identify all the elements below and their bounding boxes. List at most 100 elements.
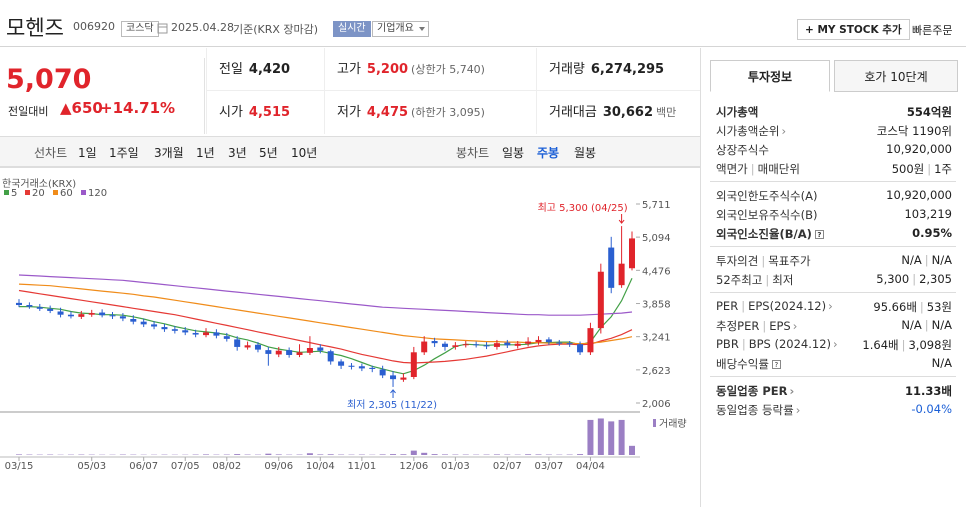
candle-body (421, 341, 428, 353)
invest-label: 외국인소진율(B/A)? (716, 226, 824, 242)
invest-value: 103,219 (904, 207, 952, 221)
separator: | (741, 299, 746, 313)
candle-body (234, 339, 241, 347)
candle-body (587, 328, 594, 353)
summary-cell: 저가 4,475 (하한가 3,095) (324, 91, 485, 134)
x-tick-label: 04/04 (576, 461, 605, 472)
candle-body (109, 315, 116, 317)
candle-body (99, 312, 106, 316)
separator: | (765, 273, 770, 287)
invest-value: 10,920,000 (886, 142, 952, 156)
realtime-button[interactable]: 실시간 (333, 21, 371, 37)
value-part: N/A (901, 253, 922, 267)
candle-body (410, 352, 417, 378)
summary-note: (하한가 3,095) (411, 106, 485, 119)
period-tab[interactable]: 3개월 (154, 146, 184, 160)
candle-body (26, 305, 33, 307)
value-part: 53원 (926, 300, 952, 314)
separator: | (912, 272, 917, 286)
legend-swatch (25, 190, 30, 195)
period-tab[interactable]: 3년 (228, 146, 247, 160)
mystock-button[interactable]: + MY STOCK 추가 (797, 19, 910, 40)
more-icon: › (789, 384, 795, 398)
candle-body (244, 345, 251, 348)
invest-label: 추정PER | EPS › (716, 318, 797, 334)
label-part: 동일업종 등락률 (716, 403, 794, 417)
summary-cell: 고가 5,200 (상한가 5,740) (324, 48, 485, 91)
legend-swatch (53, 190, 58, 195)
tab-candle[interactable]: 봉차트 (456, 146, 490, 160)
volume-bar (587, 419, 594, 455)
candle-body (473, 344, 480, 346)
value-part: 5,300 (876, 272, 910, 286)
candle-body (597, 271, 604, 329)
volume-bar (400, 454, 407, 455)
candle-body (327, 351, 334, 362)
summary-note: (상한가 5,740) (411, 63, 485, 76)
volume-bar (265, 453, 272, 455)
volume-bar (275, 454, 282, 455)
candle-body (338, 361, 345, 366)
candle-tab[interactable]: 주봉 (537, 146, 560, 160)
invest-value: N/A (932, 356, 952, 370)
period-tab[interactable]: 10년 (291, 146, 318, 160)
candle-body (16, 302, 22, 306)
candle-body (514, 343, 521, 346)
volume-bar (608, 421, 615, 455)
invest-label: 투자의견 | 목표주가 (716, 253, 811, 269)
company-label: 기업개요 (377, 23, 414, 34)
value-part: 10,920,000 (886, 142, 952, 156)
label-part: 시가총액 (716, 105, 759, 119)
basis: 기준(KRX 장마감) (233, 23, 319, 36)
invest-tab[interactable]: 호가 10단계 (834, 60, 958, 92)
summary-label: 저가 (337, 105, 361, 120)
volume-bar (525, 454, 532, 455)
candle-body (119, 316, 126, 319)
value-part: 11.33배 (905, 384, 952, 398)
quick-order[interactable]: 빠른주문 (912, 24, 953, 37)
invest-row: 외국인보유주식수(B) 103,219 (716, 205, 952, 224)
invest-label: 외국인보유주식수(B) (716, 207, 818, 223)
candle-body (317, 347, 324, 351)
y-tick-label: 3,858 (642, 300, 671, 311)
candle-body (545, 339, 552, 343)
invest-value: N/A | N/A (901, 253, 952, 267)
value-part: 코스닥 1190위 (876, 124, 952, 138)
period-tab[interactable]: 1주일 (109, 146, 139, 160)
period-tab[interactable]: 1년 (196, 146, 215, 160)
label-part: 외국인소진율(B/A) (716, 227, 812, 241)
label-part: EPS (769, 319, 791, 333)
volume-legend-swatch (653, 419, 656, 427)
volume-bar (493, 454, 500, 455)
candle-body (286, 350, 293, 355)
tab-line[interactable]: 선차트 (34, 146, 68, 160)
value-part: N/A (901, 318, 922, 332)
period-tab[interactable]: 5년 (259, 146, 278, 160)
x-tick-label: 12/06 (399, 461, 428, 472)
change: ▲650 (60, 99, 103, 117)
calendar-icon (157, 23, 168, 34)
invest-tab[interactable]: 투자정보 (710, 60, 830, 92)
value-part: N/A (931, 356, 952, 370)
invest-row: 외국인한도주식수(A) 10,920,000 (716, 186, 952, 205)
candle-tab[interactable]: 일봉 (502, 146, 525, 160)
volume-bar (421, 452, 428, 455)
label-part: 목표주가 (768, 254, 811, 268)
summary: 전일 4,420 고가 5,200 (상한가 5,740) 거래량 6,274,295 시가 4… (206, 48, 700, 134)
company-button[interactable]: 기업개요 (372, 21, 429, 37)
period-tab[interactable]: 1일 (78, 146, 97, 160)
x-tick-label: 10/04 (306, 461, 335, 472)
candle-body (203, 332, 210, 336)
summary-cell: 시가 4,515 (206, 91, 290, 134)
y-tick-label: 4,476 (642, 266, 671, 277)
label-part: 52주최고 (716, 273, 763, 287)
label-part: 배당수익률 (716, 357, 769, 371)
candle-body (462, 344, 469, 346)
label-part: PBR (716, 337, 739, 351)
candle-tab[interactable]: 월봉 (574, 146, 597, 160)
help-icon: ? (814, 230, 824, 239)
value-part: 500원 (891, 162, 925, 176)
volume-bar (597, 418, 604, 455)
value-part: N/A (931, 318, 952, 332)
x-tick-label: 07/05 (171, 461, 200, 472)
